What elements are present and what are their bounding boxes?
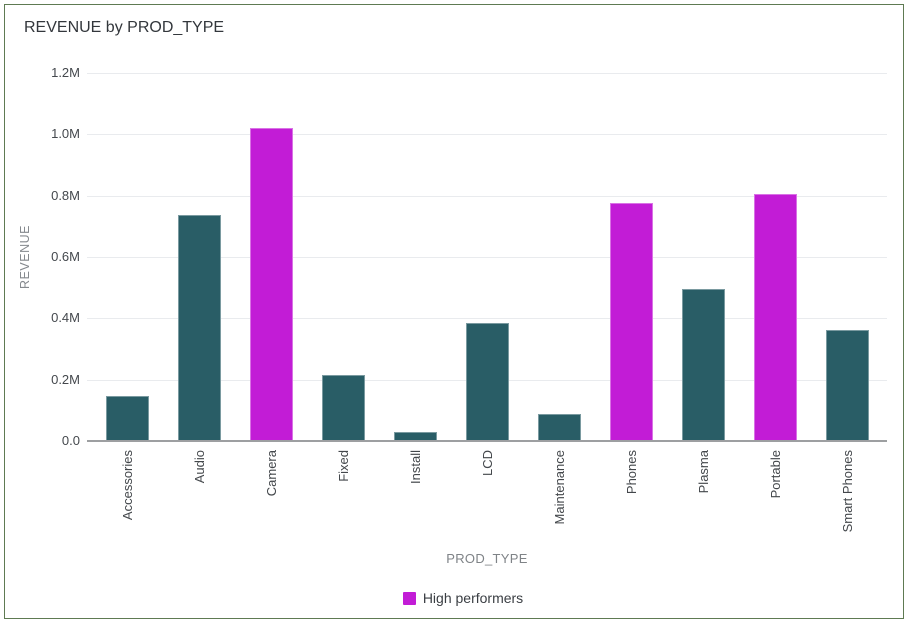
y-tick-label: 0.4M [51,310,80,326]
x-tick-label: Audio [191,450,207,484]
x-tick-label: Install [407,450,423,484]
y-axis: 0.0 0.2M 0.4M 0.6M 0.8M 1.0M 1.2M [5,5,80,465]
y-tick-label: 1.2M [51,65,80,80]
bar-phones[interactable] [609,203,653,441]
plot-area [91,73,883,441]
x-tick-label: Maintenance [551,450,567,525]
bar-camera[interactable] [249,128,293,441]
widget-selection-border: REVENUE by PROD_TYPE REVENUE 0.0 0.2M 0.4M… [4,4,904,619]
x-tick-label: LCD [479,450,495,477]
gridline [87,257,887,258]
bar-portable[interactable] [753,194,797,441]
gridline [87,134,887,136]
y-tick-label: 0.2M [51,371,80,387]
x-tick-box: Camera [235,450,307,552]
x-tick-box: Fixed [307,450,379,552]
x-tick-box: Install [379,450,451,552]
y-tick-label: 0.0 [61,433,80,448]
legend-item-high-performers[interactable]: High performers [402,590,524,606]
y-tick-label: 0.6M [51,249,80,264]
x-tick-box: Audio [163,450,235,552]
y-tick-label: 0.8M [51,187,80,203]
bar-smart-phones[interactable] [825,330,869,441]
gridline [87,195,887,197]
gridline [87,73,887,74]
x-tick-box: LCD [451,450,523,552]
x-tick-label: Accessories [119,450,135,521]
y-tick-label: 1.0M [51,126,80,142]
x-axis-title: PROD_TYPE [446,551,528,566]
legend-label: High performers [422,590,524,606]
x-tick-label: Fixed [335,450,351,482]
bar-fixed[interactable] [321,375,365,441]
x-tick-label: Portable [767,450,783,499]
legend: High performers [5,590,903,606]
bar-plasma[interactable] [681,288,725,441]
x-tick-label: Smart Phones [839,450,855,533]
x-tick-label: Camera [263,450,279,497]
bar-lcd[interactable] [465,322,509,441]
x-tick-box: Smart Phones [811,450,883,552]
x-tick-label: Phones [623,450,639,495]
x-tick-label: Plasma [695,450,711,494]
legend-swatch [402,591,416,605]
x-tick-box: Maintenance [523,450,595,552]
bar-audio[interactable] [177,215,221,441]
x-tick-box: Phones [595,450,667,552]
bar-maintenance[interactable] [537,413,581,441]
chart-title: REVENUE by PROD_TYPE [24,19,225,36]
gridline [87,318,887,320]
x-tick-box: Accessories [91,450,163,552]
x-tick-box: Plasma [667,450,739,552]
x-tick-box: Portable [739,450,811,552]
bar-accessories[interactable] [105,395,149,441]
bar-install[interactable] [393,431,437,441]
x-axis-line [87,440,887,442]
